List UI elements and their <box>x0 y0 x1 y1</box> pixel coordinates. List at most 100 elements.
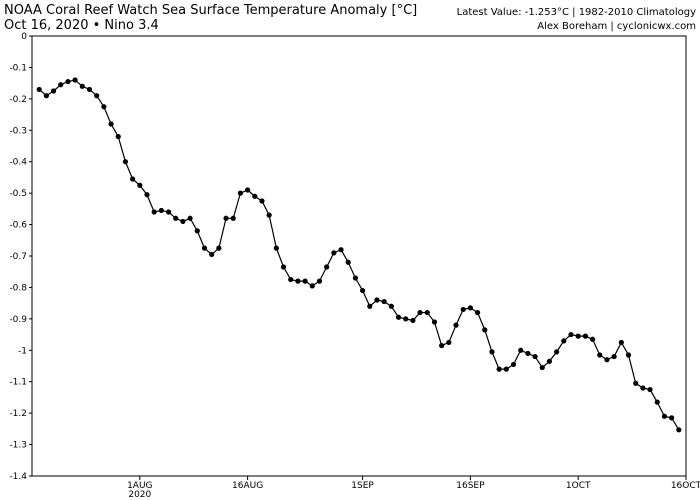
info-line: Latest Value: -1.253°C | 1982-2010 Clima… <box>457 7 696 18</box>
data-point <box>216 245 222 251</box>
data-point <box>489 349 495 355</box>
plot-frame <box>31 35 687 477</box>
x-tick-label: 1AUG <box>127 481 152 491</box>
data-point <box>151 209 157 215</box>
data-point <box>309 283 315 289</box>
data-point <box>546 358 553 364</box>
data-point <box>237 190 244 196</box>
x-tick-label: 16OCT <box>671 481 700 491</box>
data-point <box>539 364 545 371</box>
data-point <box>331 250 337 256</box>
y-tick-label: -0.4 <box>9 158 27 168</box>
y-tick-label: -1.2 <box>9 409 27 419</box>
data-point <box>79 83 85 89</box>
data-point <box>108 121 114 127</box>
y-tick-label: -0.1 <box>9 63 27 73</box>
data-point <box>640 385 646 391</box>
data-point <box>201 245 208 251</box>
data-point <box>266 212 272 218</box>
data-point <box>669 415 675 421</box>
data-point <box>424 309 430 316</box>
data-point <box>352 275 359 281</box>
data-point <box>58 82 64 88</box>
chart-subtitle: Oct 16, 2020 • Nino 3.4 <box>4 18 159 33</box>
data-point <box>288 276 294 283</box>
data-point <box>165 209 172 215</box>
data-point <box>431 319 438 325</box>
data-point <box>561 338 567 344</box>
y-tick-label: 0 <box>21 32 27 42</box>
data-point <box>453 322 459 328</box>
data-point <box>525 350 531 357</box>
x-tick-label: 16AUG <box>232 481 263 491</box>
data-point <box>417 309 423 316</box>
data-point <box>597 352 603 358</box>
data-point <box>86 86 93 93</box>
data-point <box>374 297 380 303</box>
data-point <box>575 333 581 339</box>
data-point <box>316 278 323 284</box>
y-tick-label: -0.2 <box>9 95 27 105</box>
data-point <box>115 133 121 140</box>
data-point <box>532 353 538 360</box>
x-tick-label: 1OCT <box>566 481 591 491</box>
data-point <box>446 339 452 346</box>
data-point <box>130 176 136 182</box>
data-point <box>676 427 682 433</box>
data-point <box>611 353 617 360</box>
data-point <box>94 93 100 99</box>
data-point <box>568 331 574 338</box>
y-tick-label: -1.1 <box>9 378 27 388</box>
data-point <box>395 314 402 320</box>
data-point <box>144 192 150 198</box>
data-point <box>273 245 279 251</box>
y-tick-label: -0.8 <box>9 283 27 293</box>
data-point <box>295 278 301 284</box>
data-point <box>388 303 394 309</box>
x-tick-label: 1SEP <box>351 481 374 491</box>
data-point <box>158 207 164 214</box>
y-tick-label: -1.4 <box>9 472 27 482</box>
data-point <box>467 305 473 311</box>
data-point <box>338 247 344 253</box>
data-point <box>589 336 596 342</box>
data-point <box>259 198 265 204</box>
data-point <box>65 78 71 85</box>
series-line <box>38 79 680 431</box>
data-point <box>223 215 229 221</box>
data-point <box>43 93 49 99</box>
data-point <box>503 366 509 372</box>
data-point <box>367 303 373 309</box>
data-point <box>654 399 660 405</box>
data-point <box>280 264 287 270</box>
y-tick-label: -0.6 <box>9 221 27 231</box>
data-point <box>36 86 42 93</box>
y-tick-label: -0.5 <box>9 189 27 199</box>
data-point <box>482 327 488 333</box>
data-point <box>252 193 258 199</box>
data-point <box>137 182 143 188</box>
data-point <box>604 357 610 363</box>
data-point <box>194 228 200 234</box>
data-point <box>618 339 624 346</box>
data-point <box>625 352 632 358</box>
y-tick-label: -1.3 <box>9 441 27 451</box>
data-point <box>554 349 560 355</box>
data-point <box>302 278 308 284</box>
data-point <box>187 215 193 221</box>
data-point <box>518 347 524 353</box>
data-point <box>410 317 416 324</box>
data-point <box>72 77 78 83</box>
data-point <box>460 306 466 313</box>
data-point <box>345 259 351 265</box>
data-point <box>496 366 502 372</box>
data-point <box>173 215 179 221</box>
data-point <box>180 218 186 225</box>
y-tick-label: -0.3 <box>9 126 27 136</box>
x-year-label: 2020 <box>128 490 151 500</box>
data-point <box>50 88 57 94</box>
data-point <box>359 287 366 294</box>
data-point <box>403 316 409 322</box>
data-point <box>647 386 653 393</box>
